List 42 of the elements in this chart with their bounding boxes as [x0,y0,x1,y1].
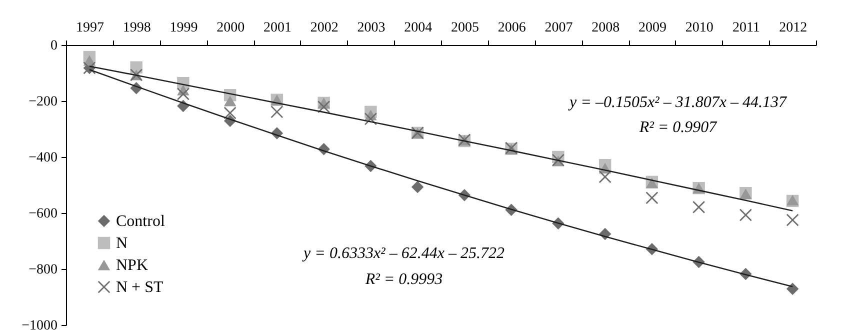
point [786,214,799,226]
x-tick-label: 2009 [638,20,666,36]
y-tick-label: −400 [28,150,58,166]
x-tick-label: 2012 [779,20,808,36]
point [692,200,705,214]
x-tick-label: 2010 [685,20,714,36]
point [786,282,799,296]
legend-label: Control [116,213,166,230]
x-tick-label: 2001 [263,20,292,36]
y-tick-label: −600 [28,206,58,222]
x-tick-label: 1998 [122,20,151,36]
annotation: y = –0.1505x² – 31.807x – 44.137 [568,94,788,111]
x-tick-label: 2004 [404,20,432,36]
y-tick-label: 0 [50,38,58,54]
y-tick-label: −200 [28,94,58,110]
point [598,170,612,184]
legend-label: N + ST [116,279,164,296]
point [318,100,330,114]
legend-label: NPK [116,257,148,274]
x-tick-label: 1997 [76,20,104,36]
x-tick-label: 1999 [170,20,198,36]
annotation: R² = 0.9993 [364,271,443,288]
annotation: y = 0.6333x² – 62.44x – 25.722 [302,245,504,262]
point [270,106,284,118]
annotation: R² = 0.9907 [638,119,718,136]
x-tick-label: 2008 [592,20,620,36]
x-tick-label: 2005 [450,20,479,36]
x-tick-label: 2006 [498,20,526,36]
point [646,192,658,204]
x-tick-label: 2007 [544,20,573,36]
point [224,106,236,120]
point [740,208,752,222]
x-tick-label: 2003 [357,20,386,36]
y-tick-label: −800 [28,262,58,278]
point [177,88,190,100]
x-tick-label: 2011 [732,20,760,36]
x-tick-label: 2000 [216,20,245,36]
x-tick-label: 2002 [310,20,338,36]
y-tick-label: −1000 [22,318,58,330]
point [411,180,424,194]
point [224,96,236,106]
legend-label: N [116,235,128,252]
